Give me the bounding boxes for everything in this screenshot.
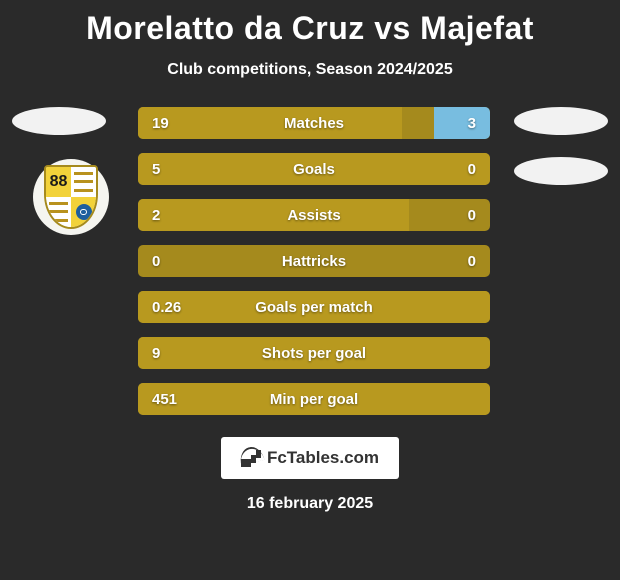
stat-value-left: 9 (138, 345, 208, 362)
stat-row: 0Hattricks0 (138, 245, 490, 277)
stat-value-right: 0 (420, 253, 490, 270)
football-icon (76, 204, 92, 220)
stat-row: 5Goals0 (138, 153, 490, 185)
stat-label: Min per goal (208, 391, 420, 408)
stat-value-left: 0.26 (138, 299, 208, 316)
stats-area: 88 19Matches35Goals02Assists00Hattricks0… (0, 107, 620, 415)
date-label: 16 february 2025 (0, 495, 620, 513)
stat-label: Hattricks (208, 253, 420, 270)
stat-value-right: 3 (420, 115, 490, 132)
stat-value-left: 2 (138, 207, 208, 224)
stat-label: Goals per match (208, 299, 420, 316)
stat-row: 2Assists0 (138, 199, 490, 231)
stat-row: 0.26Goals per match (138, 291, 490, 323)
club-shield-icon: 88 (44, 165, 98, 229)
fctables-logo[interactable]: FcTables.com (221, 437, 399, 479)
stat-label: Shots per goal (208, 345, 420, 362)
stat-rows: 19Matches35Goals02Assists00Hattricks00.2… (138, 107, 490, 415)
badge-number: 88 (46, 167, 71, 197)
barchart-icon (241, 449, 263, 467)
subtitle: Club competitions, Season 2024/2025 (0, 61, 620, 79)
badge-stripes-icon (71, 167, 96, 197)
stat-value-left: 0 (138, 253, 208, 270)
stat-row: 19Matches3 (138, 107, 490, 139)
stat-row: 9Shots per goal (138, 337, 490, 369)
stat-value-left: 5 (138, 161, 208, 178)
page-title: Morelatto da Cruz vs Majefat (0, 0, 620, 47)
brand-name: FcTables.com (267, 448, 379, 468)
player-left-logo-placeholder (12, 107, 106, 135)
badge-ball-quadrant (71, 197, 96, 227)
stat-label: Goals (208, 161, 420, 178)
stat-value-left: 451 (138, 391, 208, 408)
stat-value-left: 19 (138, 115, 208, 132)
stat-row: 451Min per goal (138, 383, 490, 415)
stat-value-right: 0 (420, 161, 490, 178)
player-left-club-badge: 88 (33, 159, 109, 235)
player-right-logo-placeholder (514, 107, 608, 135)
stat-label: Assists (208, 207, 420, 224)
badge-stripes-icon (46, 197, 71, 227)
player-right-club-placeholder (514, 157, 608, 185)
stat-label: Matches (208, 115, 420, 132)
stat-value-right: 0 (420, 207, 490, 224)
